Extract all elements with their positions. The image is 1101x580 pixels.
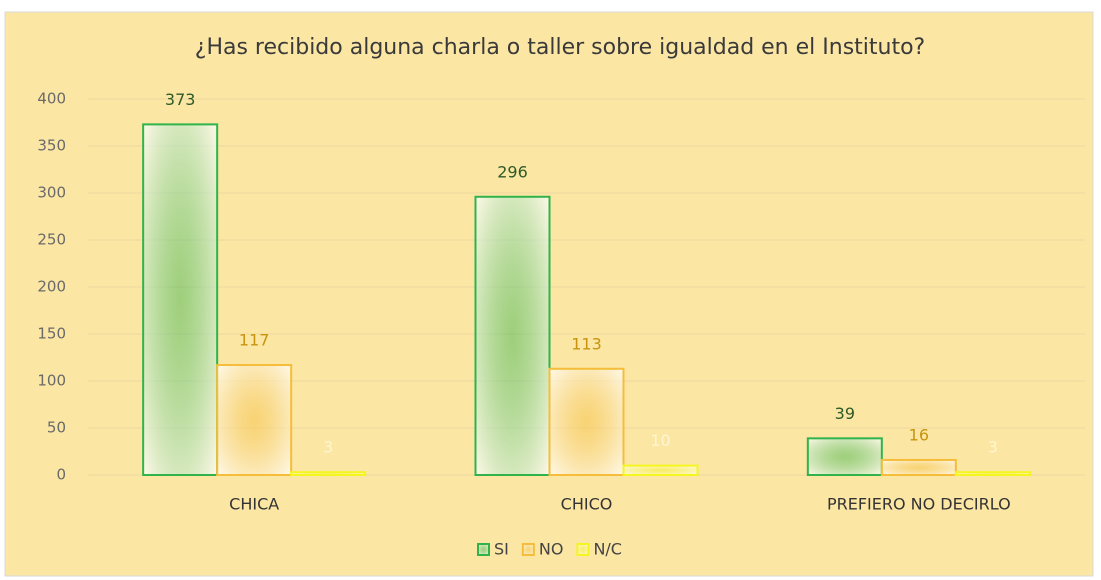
bar <box>216 364 293 476</box>
y-tick-label: 400 <box>37 90 66 108</box>
y-tick-label: 300 <box>37 184 66 202</box>
data-label: 117 <box>239 331 270 350</box>
legend-swatch <box>576 543 590 556</box>
bar <box>142 123 219 476</box>
y-tick-label: 200 <box>37 278 66 296</box>
y-tick-label: 350 <box>37 137 66 155</box>
legend-label: N/C <box>593 540 622 559</box>
x-tick-label: CHICO <box>561 495 613 514</box>
y-tick-label: 250 <box>37 231 66 249</box>
x-tick-label: PREFIERO NO DECIRLO <box>827 495 1011 514</box>
bar <box>548 367 625 476</box>
legend-label: SI <box>494 540 509 559</box>
data-label: 16 <box>909 425 929 444</box>
y-tick-label: 50 <box>47 419 66 437</box>
data-label: 39 <box>835 404 855 423</box>
data-label: 113 <box>571 334 602 353</box>
legend-swatch <box>477 543 490 556</box>
bar <box>806 437 883 476</box>
bar <box>290 471 367 476</box>
bar <box>954 471 1031 476</box>
data-label: 3 <box>323 438 333 457</box>
legend-swatch <box>521 543 535 556</box>
bar <box>880 458 957 476</box>
x-tick-label: CHICA <box>229 495 279 514</box>
y-tick-label: 100 <box>37 372 66 390</box>
y-tick-label: 0 <box>56 466 66 484</box>
data-label: 373 <box>165 90 196 109</box>
y-tick-label: 150 <box>37 325 66 343</box>
bar <box>622 464 699 477</box>
chart-title: ¿Has recibido alguna charla o taller sob… <box>195 35 925 60</box>
bar <box>474 195 551 476</box>
data-label: 296 <box>497 162 528 181</box>
data-label: 3 <box>988 438 998 457</box>
data-label: 10 <box>650 431 670 450</box>
legend-label: NO <box>539 540 564 559</box>
